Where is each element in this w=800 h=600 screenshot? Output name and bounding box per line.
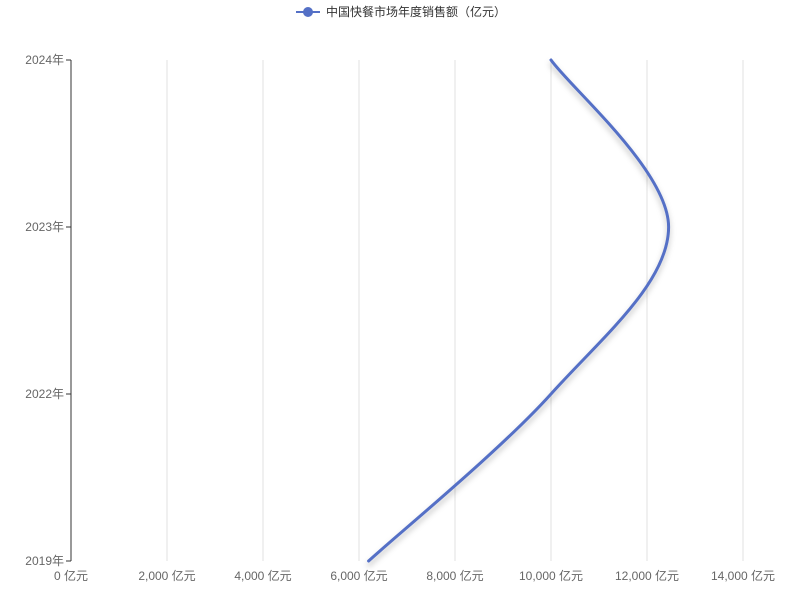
x-tick-label: 0 亿元 — [54, 568, 88, 583]
legend[interactable]: 中国快餐市场年度销售额（亿元） — [296, 4, 506, 19]
x-tick-label: 12,000 亿元 — [615, 568, 679, 583]
x-tick-label: 14,000 亿元 — [711, 568, 775, 583]
y-tick-label: 2023年 — [25, 220, 64, 234]
series-layer — [367, 58, 671, 563]
axis-layer: 0 亿元 2,000 亿元 4,000 亿元 6,000 亿元 8,000 亿元 10,0… — [25, 53, 775, 583]
grid-layer — [166, 60, 744, 561]
y-tick-label: 2019年 — [25, 554, 64, 568]
legend-label: 中国快餐市场年度销售额（亿元） — [326, 4, 506, 19]
x-tick-label: 4,000 亿元 — [234, 568, 291, 583]
y-tick-label: 2022年 — [25, 387, 64, 401]
x-tick-label: 2,000 亿元 — [138, 568, 195, 583]
x-tick-label: 8,000 亿元 — [426, 568, 483, 583]
legend-dot-marker — [303, 7, 313, 17]
x-tick-label: 10,000 亿元 — [519, 568, 583, 583]
y-tick-label: 2024年 — [25, 53, 64, 67]
series-line — [367, 58, 671, 563]
x-tick-label: 6,000 亿元 — [330, 568, 387, 583]
